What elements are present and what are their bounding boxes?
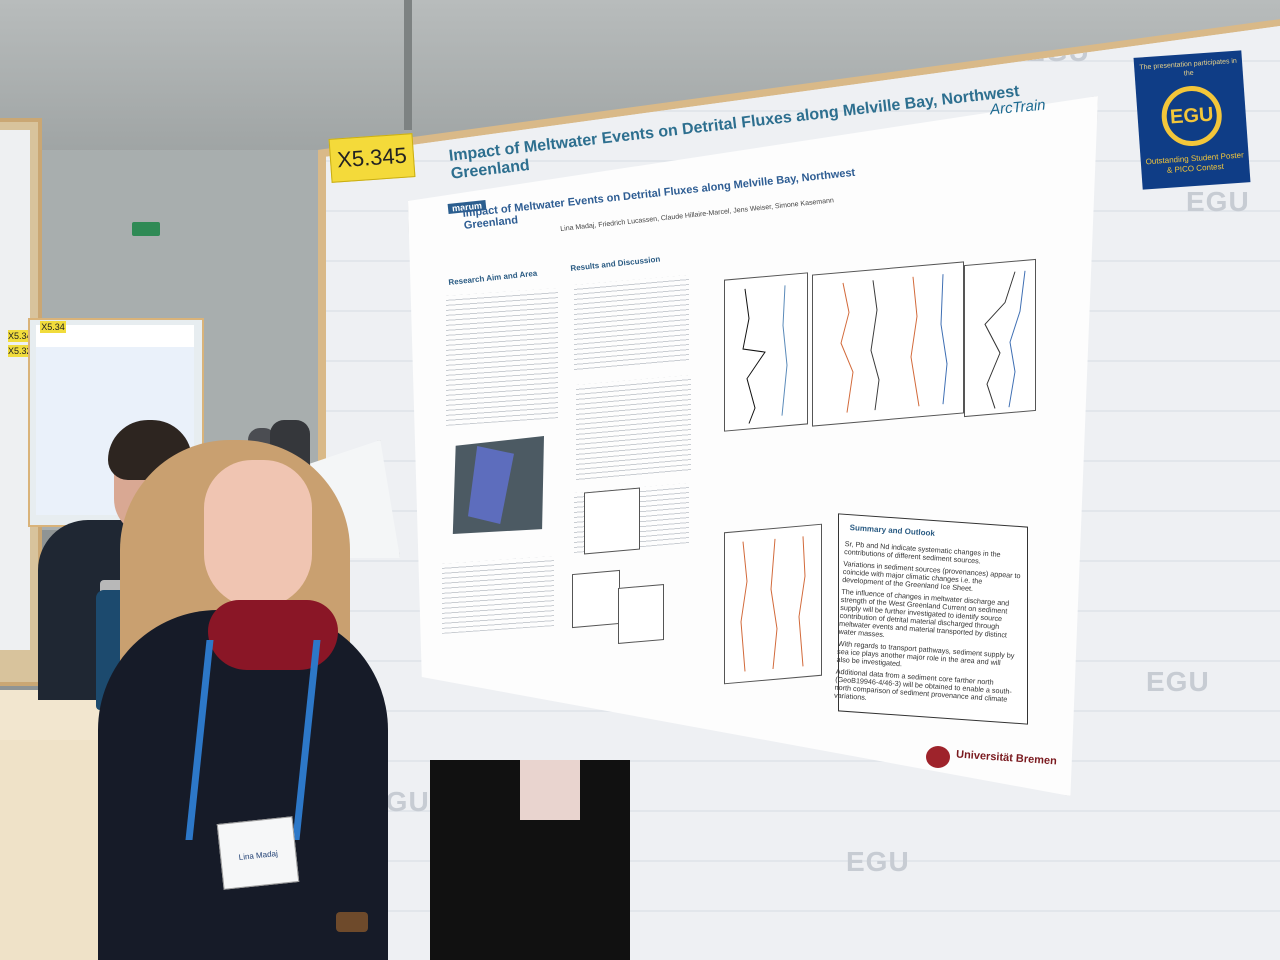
neighbor-board-code: X5.34 — [8, 330, 34, 342]
ice-series-line — [781, 285, 788, 416]
pb-depth-chart — [724, 523, 822, 685]
board-code-label: X5.345 — [328, 133, 416, 183]
neighbor-board-code: X5.32 — [8, 345, 34, 357]
egu-logo-tile: EGU — [1186, 186, 1250, 217]
nd-series-line — [984, 271, 1016, 409]
map-caption-block — [442, 556, 554, 634]
egu-logo-tile: EGU — [846, 846, 910, 877]
summary-point: Additional data from a sediment core far… — [833, 666, 1013, 704]
summary-point: The influence of changes in meltwater di… — [838, 586, 1010, 640]
university-seal-icon — [926, 746, 950, 768]
name-badge: Lina Madaj — [216, 816, 300, 890]
pb-series-line — [740, 541, 748, 672]
pb-ratio-scatter — [584, 487, 640, 555]
exit-sign — [132, 222, 160, 236]
blue-series-line — [940, 274, 948, 405]
egu-logo-icon: EGU — [1159, 83, 1224, 149]
summary-list: Sr, Pb and Nd indicate systematic change… — [833, 539, 1023, 716]
results-text-block — [574, 274, 689, 374]
isotope-chart-lines — [840, 274, 948, 413]
pb-depth-lines — [740, 536, 806, 672]
presenter-scarf — [208, 600, 338, 670]
pb-series-line — [798, 536, 806, 667]
authigenic-series-line — [910, 276, 920, 407]
egu-lanyard — [185, 640, 321, 840]
badge-name: Lina Madaj — [238, 848, 279, 863]
neighbor-poster-code: X5.34 — [40, 321, 66, 333]
wristwatch — [336, 912, 368, 932]
bulk-series-line — [870, 280, 880, 411]
isotope-depth-chart — [812, 261, 964, 427]
detrital-series-line — [840, 282, 854, 413]
egu-award-badge: The presentation participates in the EGU… — [1133, 50, 1251, 190]
results-text-block — [576, 374, 691, 482]
egu-logo-tile: EGU — [1146, 666, 1210, 697]
nd-blue-line — [1008, 270, 1026, 408]
ceiling-column — [404, 0, 412, 130]
presenter-face — [204, 460, 312, 608]
sediment-accumulation-chart — [724, 272, 808, 432]
pb-scatter-small — [618, 583, 664, 645]
nd-isotope-chart — [964, 258, 1036, 418]
pb-series-line — [770, 538, 778, 670]
sediment-chart-lines — [742, 285, 788, 424]
pb-scatter-small — [572, 569, 620, 629]
visitor-shirt — [520, 760, 580, 820]
neighbor-board-panel — [0, 130, 30, 650]
sediment-series-line — [742, 288, 766, 424]
research-text-block — [446, 288, 558, 426]
award-footer: Outstanding Student Poster & PICO Contes… — [1145, 150, 1245, 175]
nd-chart-lines — [984, 270, 1026, 409]
